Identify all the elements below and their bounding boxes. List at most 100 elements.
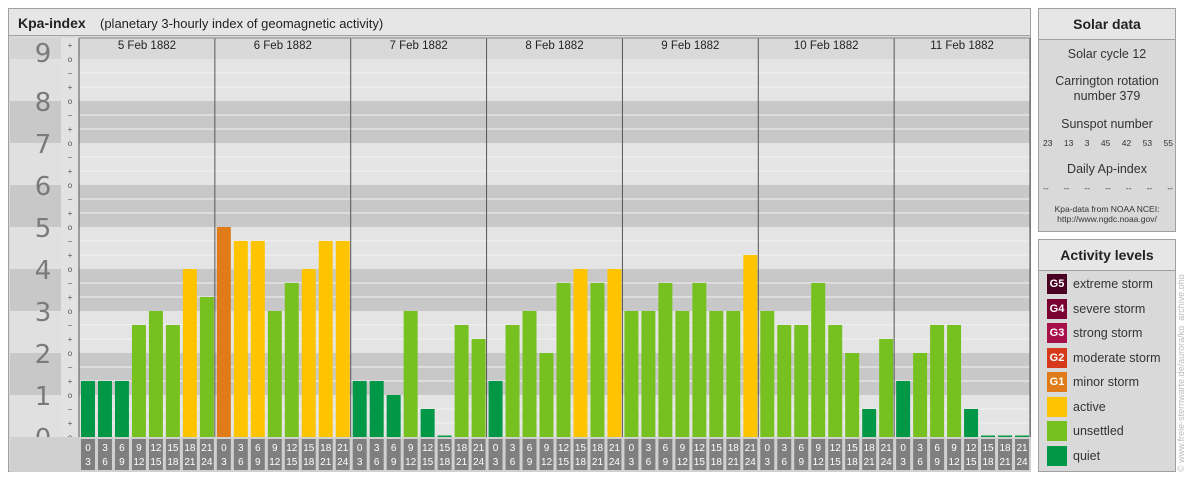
data-source-url[interactable]: http://www.ngdc.noaa.gov/ [1057, 214, 1157, 224]
kp-bar [828, 324, 843, 437]
y-label-band-4 [10, 227, 61, 269]
kp-bar [641, 311, 656, 437]
interval-start-label: 21 [473, 443, 485, 454]
interval-cell [845, 439, 860, 470]
interval-end-label: 3 [85, 457, 91, 468]
interval-end-label: 24 [745, 457, 757, 468]
kp-bar [386, 395, 401, 437]
kp-bar [267, 311, 282, 437]
interval-end-label: 18 [982, 457, 994, 468]
interval-end-label: 24 [473, 457, 485, 468]
kp-bar [471, 339, 486, 437]
interval-start-label: 6 [663, 443, 669, 454]
sunspot-value: 42 [1121, 138, 1132, 148]
interval-start-label: 12 [286, 443, 298, 454]
interval-start-label: 3 [510, 443, 516, 454]
interval-cell [743, 439, 758, 470]
ap-index-title: Daily Ap-index [1067, 162, 1147, 176]
legend-label: severe storm [1073, 301, 1146, 316]
legend-swatch [1047, 421, 1067, 441]
kp-bar [301, 269, 316, 437]
y-tick-label: 5 [35, 214, 52, 244]
y-minor-sign: o [68, 181, 73, 190]
interval-cell [760, 439, 775, 470]
interval-start-label: 18 [999, 443, 1011, 454]
interval-cell [165, 439, 180, 470]
kp-bar [420, 408, 435, 437]
kp-bar [573, 269, 588, 437]
interval-end-label: 3 [493, 457, 499, 468]
interval-start-label: 21 [337, 443, 349, 454]
interval-start-label: 12 [694, 443, 706, 454]
ap-index-value: -- [1043, 183, 1049, 193]
interval-end-label: 24 [201, 457, 213, 468]
day-label: 5 Feb 1882 [118, 40, 176, 52]
legend-item: G5 extreme storm [1047, 274, 1153, 294]
legend-item: G3 strong storm [1047, 323, 1142, 343]
interval-cell [556, 439, 571, 470]
kp-bar [896, 381, 911, 437]
interval-start-label: 18 [456, 443, 468, 454]
sunspot-value: 45 [1100, 138, 1111, 148]
legend-swatch: G4 [1047, 298, 1067, 319]
interval-cell [233, 439, 248, 470]
sunspot-values: 23 13 3 45 42 53 55 [1043, 138, 1173, 148]
interval-start-label: 21 [881, 443, 893, 454]
interval-cell [624, 439, 639, 470]
interval-start-label: 0 [357, 443, 363, 454]
interval-end-label: 21 [864, 457, 876, 468]
kp-bar [777, 324, 792, 437]
interval-start-label: 12 [966, 443, 978, 454]
y-label-band-6 [10, 143, 61, 185]
legend-item: G1 minor storm [1047, 372, 1139, 392]
interval-cell [964, 439, 979, 470]
interval-start-label: 6 [255, 443, 261, 454]
interval-end-label: 15 [830, 457, 842, 468]
kp-bar [743, 255, 758, 437]
sunspot-value: 23 [1043, 138, 1053, 148]
kp-bar [335, 240, 350, 437]
kp-bar [913, 353, 928, 437]
legend-item: G4 severe storm [1047, 298, 1146, 319]
interval-start-label: 3 [917, 443, 923, 454]
interval-cell [182, 439, 197, 470]
interval-start-label: 0 [629, 443, 635, 454]
interval-start-label: 9 [136, 443, 142, 454]
kp-bar [539, 353, 554, 437]
interval-cell [386, 439, 401, 470]
interval-start-label: 12 [422, 443, 434, 454]
y-tick-label: 9 [35, 39, 52, 69]
chart-header: Kpa-index (planetary 3-hourly index of g… [9, 9, 1030, 36]
y-minor-sign: o [68, 391, 73, 400]
kp-bar [97, 381, 112, 437]
interval-cell [267, 439, 282, 470]
interval-cell [607, 439, 622, 470]
interval-end-label: 3 [629, 457, 635, 468]
y-minor-sign: + [68, 83, 73, 92]
legend-swatch [1047, 396, 1067, 417]
day-label: 9 Feb 1882 [661, 40, 719, 52]
level-band-7 [79, 101, 1030, 143]
solar-data-panel: Solar data Solar cycle 12 Carrington rot… [1038, 8, 1176, 232]
interval-cell [488, 439, 503, 470]
ap-index-value: -- [1063, 183, 1070, 193]
interval-end-label: 21 [456, 457, 468, 468]
interval-start-label: 18 [320, 443, 332, 454]
kp-bar [352, 381, 367, 437]
y-minor-sign: + [68, 125, 73, 134]
interval-cell [318, 439, 333, 470]
interval-start-label: 0 [493, 443, 499, 454]
interval-end-label: 9 [798, 457, 804, 468]
legend-swatch: G3 [1047, 323, 1067, 343]
interval-end-label: 15 [422, 457, 434, 468]
interval-cell [352, 439, 367, 470]
interval-start-label: 12 [558, 443, 570, 454]
interval-start-label: 6 [391, 443, 397, 454]
kp-bar [505, 324, 520, 437]
ap-index-value: -- [1105, 183, 1111, 193]
interval-cell [1015, 439, 1029, 470]
kp-bar [182, 269, 197, 437]
legend-swatch: G1 [1047, 372, 1067, 392]
interval-cell [896, 439, 911, 470]
interval-cell [437, 439, 452, 470]
